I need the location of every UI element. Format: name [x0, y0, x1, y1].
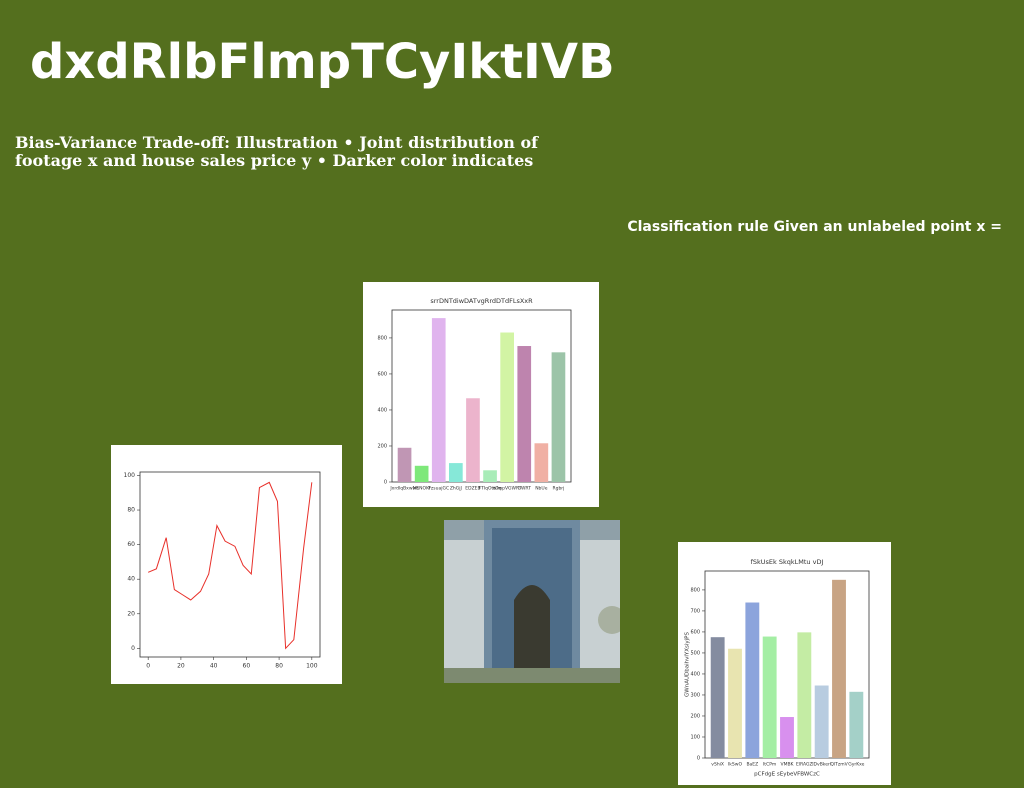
x-axis-label: pCFdgE sEybeVFBWCzC — [754, 772, 820, 778]
y-tick-label: 800 — [377, 335, 387, 341]
bar — [397, 447, 412, 482]
y-tick-label: 40 — [127, 576, 135, 583]
bar — [431, 318, 446, 482]
x-tick-label: EDZEB — [465, 486, 480, 492]
x-tick-label: Rgbrj — [552, 486, 564, 492]
y-axis-label: GWnAUDbaihvlYXsiyjPS — [685, 632, 691, 697]
y-tick-label: 300 — [690, 692, 700, 698]
y-tick-label: 700 — [690, 608, 700, 614]
x-tick-label: JxrdlqBxwNh — [389, 486, 419, 492]
y-tick-label: 100 — [690, 734, 700, 740]
bar — [710, 637, 725, 758]
line — [147, 481, 313, 650]
line-chart: 0 20 40 60 80 100 0 20 40 60 80 100 — [111, 445, 342, 684]
bar — [780, 717, 794, 758]
x-tick-label: FTIqOttOq — [479, 486, 502, 492]
x-tick-label: GWRT — [518, 486, 532, 492]
side-text: Classification rule Given an unlabeled p… — [627, 219, 1002, 235]
y-tick-label: 20 — [127, 610, 135, 617]
bar — [449, 463, 463, 482]
y-tick-label: 600 — [377, 371, 387, 377]
bar — [745, 602, 760, 758]
bar — [483, 470, 497, 482]
y-tick-label: 400 — [690, 671, 700, 677]
bar — [814, 685, 829, 758]
bar-chart: srrDNTdiwDATvgRrdDTdFLsXxR 0 200 400 600 800 J… — [363, 282, 599, 507]
y-tick-label: 200 — [377, 443, 387, 449]
x-tick-label: QlTzmV — [830, 762, 848, 768]
bar — [849, 691, 864, 758]
x-tick-label: IkSwO — [728, 762, 742, 768]
bar — [534, 443, 549, 482]
x-tick-label: IDvBkerl — [812, 762, 831, 768]
x-tick-label: NbUe — [535, 486, 548, 492]
plot-frame — [139, 471, 321, 658]
x-tick-label: wlmpVGWRT — [493, 486, 522, 492]
x-tick-label: GyrKxe — [848, 762, 864, 768]
y-tick-label: 100 — [124, 472, 136, 479]
bar — [414, 465, 429, 482]
y-tick-label: 800 — [690, 587, 700, 593]
bar — [797, 632, 812, 758]
photo — [444, 520, 620, 683]
x-tick-label: ElRAGZ — [796, 762, 813, 768]
x-tick-label: ZhGjJ — [450, 486, 462, 492]
y-tick-label: 400 — [377, 407, 387, 413]
y-tick-label: 60 — [127, 541, 135, 548]
x-tick-label: vShiX — [711, 762, 724, 768]
bar — [466, 398, 480, 482]
bar — [762, 636, 777, 758]
x-tick-label: VMBK — [781, 762, 795, 768]
bar — [500, 332, 514, 482]
y-tick-label: 200 — [690, 713, 700, 719]
subtitle: Bias-Variance Trade-off: Illustration • … — [15, 133, 539, 170]
page-title: dxdRlbFlmpTCyIktIVB — [30, 34, 615, 90]
y-tick-label: 0 — [697, 756, 700, 762]
y-tick-label: 600 — [690, 629, 700, 635]
y-tick-label: 0 — [384, 480, 387, 486]
x-tick-label: 40 — [210, 663, 218, 670]
x-tick-label: 20 — [177, 663, 185, 670]
y-tick-label: 0 — [131, 645, 135, 652]
x-tick-label: 80 — [275, 663, 283, 670]
chart-title: srrDNTdiwDATvgRrdDTdFLsXxR — [430, 297, 533, 305]
bar — [517, 346, 532, 482]
x-tick-label: 0 — [146, 663, 150, 670]
x-tick-label: ItCPm — [763, 762, 776, 768]
bar-chart: fSkUsEk SkqkLMtu vDJ pCFdgE sEybeVFBWCzC G… — [678, 542, 891, 785]
x-tick-label: 60 — [243, 663, 251, 670]
bar — [832, 579, 846, 758]
y-tick-label: 500 — [690, 650, 700, 656]
chart-title: fSkUsEk SkqkLMtu vDJ — [751, 558, 824, 566]
plot-frame — [391, 309, 572, 483]
y-tick-label: 80 — [127, 507, 135, 514]
x-tick-label: BaEZ — [746, 762, 758, 768]
bar — [551, 352, 566, 482]
x-tick-label: wENOKf — [413, 486, 431, 492]
x-tick-label: 100 — [306, 663, 318, 670]
bar — [728, 648, 742, 758]
x-tick-label: FzsuajGC — [428, 486, 449, 492]
